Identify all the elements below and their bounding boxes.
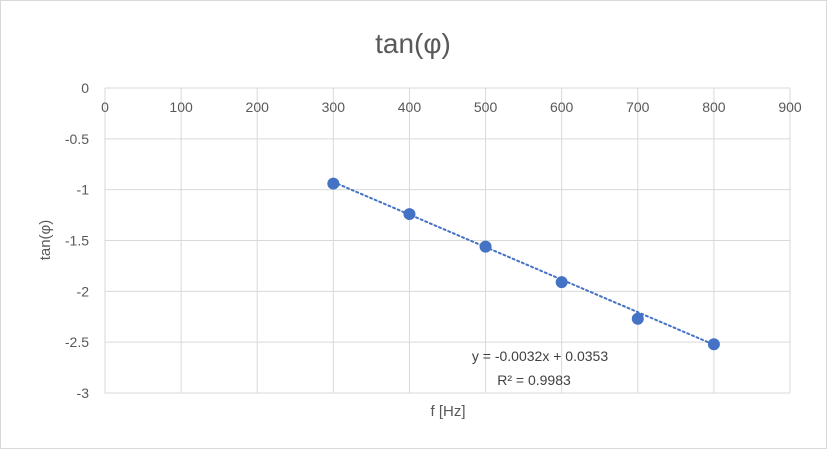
- y-tick-label: -3: [77, 385, 90, 401]
- trendline-path: [332, 181, 715, 346]
- y-tick-label: -0.5: [65, 131, 89, 147]
- y-tick-label: -2: [77, 283, 90, 299]
- trendline-r-squared: R² = 0.9983: [497, 372, 571, 388]
- y-axis-title: tan(φ): [37, 220, 54, 261]
- y-tick-label: -1.5: [65, 233, 89, 249]
- y-tick-label: -2.5: [65, 334, 89, 350]
- x-tick-label: 0: [101, 99, 109, 115]
- x-tick-label: 700: [626, 99, 650, 115]
- trendline: [332, 181, 715, 346]
- data-point: [631, 312, 644, 325]
- data-point: [707, 338, 720, 351]
- y-tick-label: 0: [81, 80, 89, 96]
- x-tick-label: 200: [246, 99, 270, 115]
- data-point: [327, 177, 340, 190]
- gridlines: [104, 87, 791, 394]
- x-tick-label: 300: [322, 99, 346, 115]
- x-axis-title: f [Hz]: [430, 403, 465, 420]
- x-tick-label: 900: [778, 99, 802, 115]
- x-tick-label: 600: [550, 99, 574, 115]
- chart-title: tan(φ): [375, 28, 451, 59]
- data-point: [555, 276, 568, 289]
- data-point: [479, 240, 492, 253]
- x-tick-label: 400: [398, 99, 422, 115]
- x-tick-label: 800: [702, 99, 726, 115]
- x-axis-ticks: 0 100 200 300 400 500 600 700 800 900: [101, 99, 802, 115]
- y-axis-ticks: 0 -0.5 -1 -1.5 -2 -2.5 -3: [65, 80, 89, 401]
- data-point: [403, 208, 416, 221]
- x-tick-label: 100: [169, 99, 193, 115]
- data-points: [327, 177, 720, 351]
- trendline-equation: y = -0.0032x + 0.0353: [472, 348, 608, 364]
- y-tick-label: -1: [77, 182, 90, 198]
- x-tick-label: 500: [474, 99, 498, 115]
